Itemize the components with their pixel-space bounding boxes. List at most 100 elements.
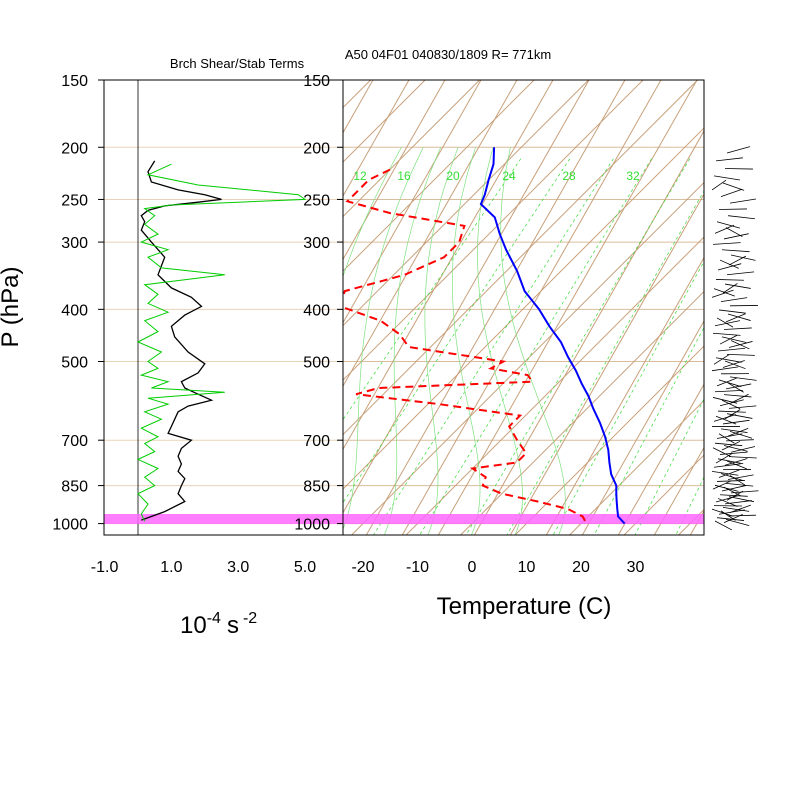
wind-barb [725, 383, 752, 390]
skewt-x-tick-label: 10 [518, 559, 536, 576]
wind-barb [711, 289, 734, 298]
mixing-ratio-label: 32 [626, 169, 640, 183]
wind-barb [717, 263, 742, 271]
wind-barb [724, 458, 748, 466]
mixing-ratio-lines [343, 147, 704, 535]
skewt-x-tick-label: -20 [351, 559, 374, 576]
wind-barb [718, 309, 746, 314]
mixing-ratio-label: 20 [446, 169, 460, 183]
dry-adiabat [617, 383, 704, 535]
moist-adiabat [343, 147, 402, 278]
shear-y-tick-label: 500 [61, 355, 88, 372]
dry-adiabat [545, 256, 704, 535]
dry-adiabat [689, 509, 704, 535]
wind-barb [726, 271, 755, 276]
isotherm [343, 80, 535, 272]
wind-barb [724, 500, 752, 505]
wind-barb [712, 242, 741, 245]
shear-series [136, 160, 307, 522]
moist-adiabat [500, 147, 566, 535]
wind-barb [716, 377, 737, 387]
wind-barb [729, 430, 753, 439]
isotherm [0, 80, 262, 535]
wind-barb [718, 379, 742, 388]
dry-adiabat [0, 0, 263, 555]
wind-barb [717, 347, 746, 352]
wind-barb [722, 360, 745, 368]
skewt-frame [342, 79, 705, 536]
wind-barb [713, 354, 730, 365]
wind-barb [713, 414, 737, 422]
wind-barb [724, 283, 751, 289]
isotherm [343, 80, 426, 163]
isotherm [343, 80, 480, 218]
isotherm [343, 80, 589, 327]
mixing-ratio-label: 28 [562, 169, 576, 183]
skewt-y-tick-label: 150 [303, 73, 330, 90]
wind-barb [714, 320, 741, 327]
skewt-y-tick-label: 300 [303, 235, 330, 252]
shear-x-tick-label: 5.0 [294, 559, 316, 576]
mixing-ratio-line [506, 190, 704, 535]
temperature-profile [479, 147, 626, 525]
skewt-x-tick-label: 20 [572, 559, 590, 576]
dry-adiabat [0, 0, 191, 555]
shear-y-tick-label: 700 [61, 433, 88, 450]
skewt-y-tick-label: 250 [303, 192, 330, 209]
wind-barb [718, 509, 745, 515]
wind-barb [729, 198, 757, 204]
skewt-y-tick-label: 850 [303, 479, 330, 496]
wind-barb [713, 463, 741, 468]
wind-barb [716, 221, 741, 229]
dry-adiabat [715, 0, 800, 555]
skewt-x-tick-label: 0 [468, 559, 477, 576]
shear-y-tick-label: 250 [61, 192, 88, 209]
wind-barb [730, 393, 749, 404]
mixing-ratio-label: 24 [502, 169, 516, 183]
dry-adiabat [509, 193, 704, 535]
wind-barb [721, 441, 741, 451]
highlight-band [104, 514, 704, 524]
mixing-ratio-line [465, 158, 691, 535]
wind-barb [728, 405, 757, 409]
wind-barb [719, 259, 739, 269]
isotherm [343, 80, 698, 436]
dry-adiabat [787, 0, 800, 555]
dry-adiabat [0, 0, 335, 555]
mixing-ratio-line [343, 158, 571, 504]
wind-barb [726, 146, 751, 154]
wind-barb [725, 439, 754, 442]
moist-adiabat [343, 147, 424, 531]
wind-barb [723, 513, 743, 524]
highlight-band-rect [104, 514, 704, 524]
skewt-x-tick-label: -10 [406, 559, 429, 576]
shear-x-tick-label: -1.0 [91, 559, 119, 576]
isotherm [678, 508, 704, 535]
wind-barb [722, 506, 750, 512]
wind-barb [726, 490, 744, 501]
wind-barb [716, 517, 745, 521]
wind-barb [712, 480, 732, 490]
wind-barb [713, 175, 741, 181]
wind-barb [727, 514, 756, 517]
dry-adiabat [653, 446, 704, 535]
wind-barb [723, 327, 752, 330]
dry-adiabat [437, 80, 698, 535]
skewt-y-tick-label: 500 [303, 355, 330, 372]
wind-barb [717, 498, 738, 507]
isotherm [343, 80, 644, 381]
wind-barb [726, 413, 753, 419]
dry-adiabat [343, 80, 518, 388]
wind-barb [714, 224, 735, 234]
pressure-axis-label: P (hPa) [0, 267, 24, 348]
wind-barb [711, 508, 734, 517]
wind-barb [720, 428, 748, 433]
wind-barb [726, 353, 755, 356]
mixing-ratio-label: 16 [397, 169, 411, 183]
wind-barb [725, 482, 754, 487]
isotherm [623, 454, 704, 535]
wind-barb [715, 279, 744, 281]
temperature-axis-label: Temperature (C) [437, 593, 612, 620]
